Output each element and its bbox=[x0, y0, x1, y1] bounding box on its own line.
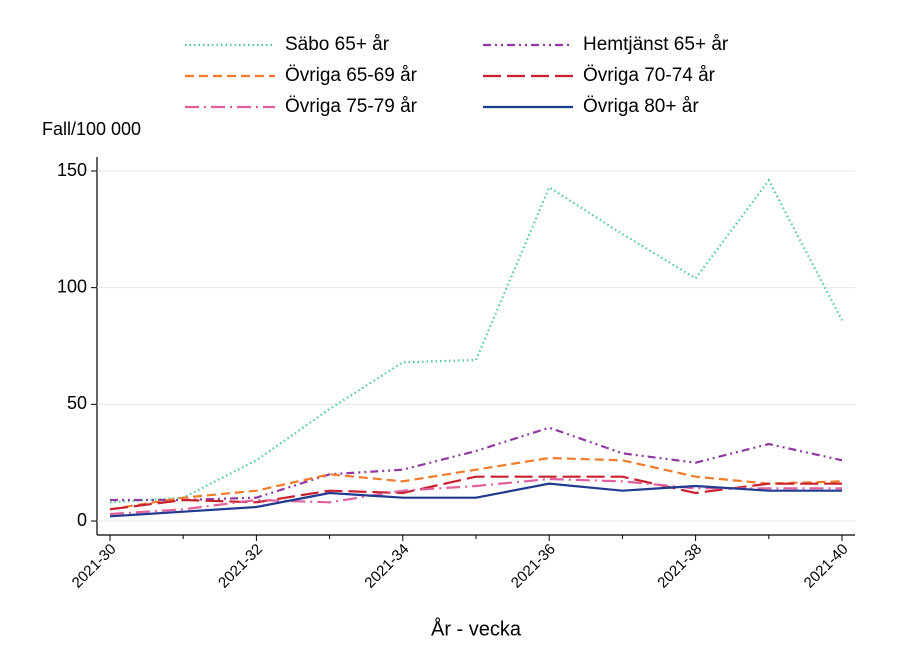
x-tick-label: 2021-34 bbox=[361, 541, 412, 592]
y-tick-label: 0 bbox=[77, 510, 87, 530]
y-tick-label: 150 bbox=[57, 160, 87, 180]
legend-label: Övriga 75-79 år bbox=[285, 96, 418, 117]
y-tick-label: 50 bbox=[67, 393, 87, 413]
x-tick-label: 2021-30 bbox=[69, 541, 120, 592]
legend-label: Övriga 70-74 år bbox=[583, 65, 716, 86]
series-line bbox=[109, 482, 842, 518]
series-line bbox=[109, 475, 842, 511]
series-line bbox=[109, 477, 842, 516]
x-tick-label: 2021-38 bbox=[654, 541, 705, 592]
legend-label: Övriga 65-69 år bbox=[285, 65, 418, 86]
y-axis-title: Fall/100 000 bbox=[42, 119, 141, 139]
x-tick-label: 2021-36 bbox=[508, 541, 559, 592]
x-tick-label: 2021-32 bbox=[215, 541, 266, 592]
y-tick-label: 100 bbox=[57, 276, 87, 296]
legend-label: Övriga 80+ år bbox=[583, 96, 699, 117]
series-line bbox=[109, 178, 843, 504]
x-tick-label: 2021-40 bbox=[801, 541, 852, 592]
series-line bbox=[109, 456, 843, 511]
legend-label: Säbo 65+ år bbox=[285, 34, 390, 55]
legend-label: Hemtjänst 65+ år bbox=[583, 34, 729, 55]
x-axis-title: År - vecka bbox=[431, 617, 522, 640]
series-line bbox=[110, 426, 843, 502]
